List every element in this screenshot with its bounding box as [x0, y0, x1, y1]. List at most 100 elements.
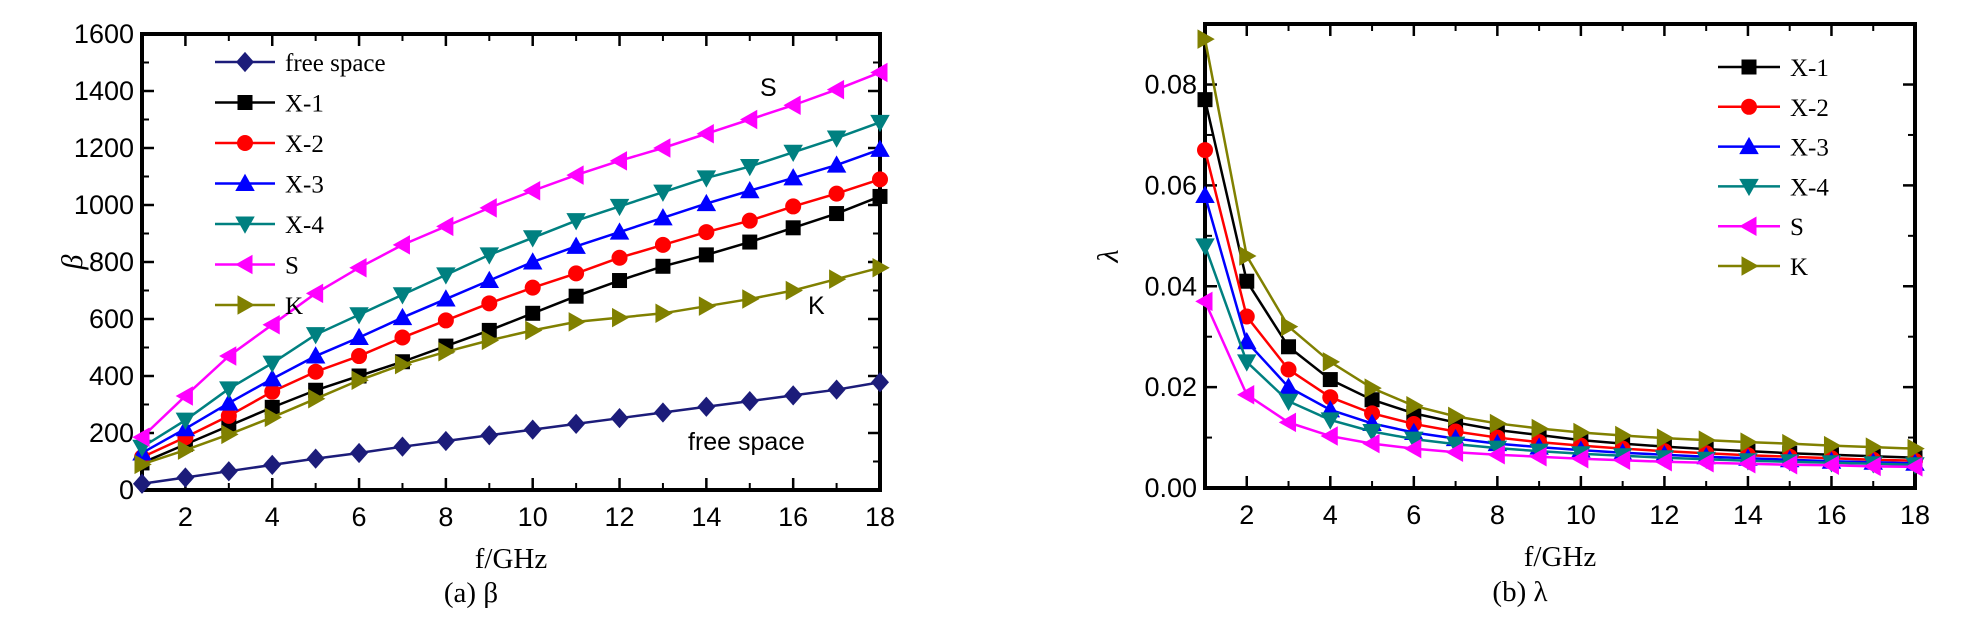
data-point: [394, 329, 411, 346]
data-point: [1197, 29, 1215, 49]
data-point: [479, 270, 500, 289]
data-point: [263, 454, 282, 476]
y-axis: 0 200 400 600 800 1000 1200 1400 1600: [74, 19, 880, 505]
data-point: [133, 473, 151, 494]
data-point: [696, 193, 717, 212]
data-point: [1197, 92, 1213, 108]
series-k: [1197, 29, 1925, 459]
y-tick-label: 0: [119, 475, 134, 505]
legend-label: X-1: [1790, 55, 1829, 82]
legend-marker: [1739, 136, 1759, 155]
data-point: [305, 346, 326, 364]
data-point: [1740, 432, 1758, 452]
data-point: [479, 198, 497, 218]
data-point: [1364, 378, 1382, 398]
figure-caption: (b) λ: [1492, 576, 1547, 608]
data-point: [698, 296, 717, 316]
data-point: [1531, 418, 1549, 439]
x-tick-label: 10: [1566, 500, 1596, 530]
data-point: [522, 230, 543, 248]
data-point: [1823, 435, 1842, 456]
data-point: [740, 390, 759, 412]
data-point: [306, 448, 325, 469]
series-s: [132, 62, 888, 448]
legend-label: X-3: [285, 172, 324, 199]
data-point: [1696, 453, 1714, 473]
data-point: [653, 138, 671, 158]
series-line: [141, 148, 881, 455]
y-tick-label: 1400: [74, 76, 134, 106]
y-tick-label: 800: [89, 247, 134, 277]
data-point: [351, 348, 368, 365]
annotation-label: S: [760, 74, 777, 102]
data-point: [653, 184, 673, 202]
y-tick-label: 0.00: [1144, 473, 1197, 503]
chart-beta: 2 4 6 8 10 12 14 16 18 0 200 400 600 800 1000 1200 1400 1…: [56, 19, 895, 609]
data-point: [349, 327, 369, 346]
data-point: [394, 354, 413, 375]
data-point: [1738, 454, 1756, 474]
figure-caption: (a) β: [444, 577, 498, 609]
data-point: [523, 419, 542, 440]
data-point: [1907, 438, 1925, 459]
data-point: [1404, 431, 1424, 449]
data-point: [1529, 446, 1547, 467]
data-point: [566, 165, 584, 185]
data-point: [1656, 428, 1675, 448]
data-point: [1239, 273, 1255, 289]
data-point: [176, 467, 195, 488]
x-tick-label: 8: [1490, 500, 1505, 530]
y-tick-label: 400: [89, 361, 134, 391]
data-point: [609, 198, 630, 217]
data-point: [1905, 457, 1923, 477]
data-point: [1278, 393, 1299, 412]
y-tick-label: 1600: [74, 19, 134, 49]
data-point: [436, 289, 456, 307]
data-point: [1322, 389, 1339, 406]
data-point: [568, 312, 586, 332]
series-line: [141, 195, 881, 465]
y-tick-label: 1000: [74, 190, 134, 220]
x-tick-label: 10: [518, 502, 548, 532]
legend-marker: [1741, 59, 1757, 75]
series-x-2: [134, 171, 888, 466]
data-point: [1615, 425, 1633, 446]
data-point: [305, 283, 324, 304]
data-point: [740, 181, 760, 199]
x-tick-label: 12: [605, 502, 635, 532]
legend-marker: [236, 51, 254, 73]
data-point: [696, 170, 717, 188]
data-point: [871, 372, 889, 393]
legend-label: X-2: [1790, 95, 1829, 122]
y-tick-label: 1200: [74, 133, 134, 163]
x-tick-label: 4: [1323, 500, 1338, 530]
data-point: [175, 386, 193, 406]
data-point: [1278, 412, 1297, 433]
data-point: [1821, 455, 1839, 476]
data-point: [1237, 384, 1255, 405]
legend-label: K: [285, 293, 303, 320]
series-s: [1195, 291, 1923, 477]
data-point: [1239, 246, 1257, 266]
data-point: [1654, 452, 1672, 472]
data-point: [393, 436, 412, 457]
data-point: [1320, 426, 1338, 446]
data-point: [653, 208, 673, 226]
data-point: [219, 381, 239, 399]
series-line: [141, 121, 881, 449]
data-point: [479, 247, 500, 265]
data-point: [697, 396, 716, 417]
data-point: [1448, 406, 1466, 427]
data-point: [698, 224, 715, 241]
data-point: [392, 235, 410, 255]
legend-label: X-4: [1790, 174, 1829, 201]
data-point: [872, 188, 888, 204]
data-point: [524, 279, 541, 296]
x-tick-label: 6: [1406, 500, 1421, 530]
data-point: [308, 389, 326, 409]
data-point: [522, 181, 541, 201]
x-tick-label: 6: [352, 502, 367, 532]
x-axis: 2 4 6 8 10 12 14 16 18: [1204, 24, 1930, 530]
data-point: [742, 234, 758, 250]
